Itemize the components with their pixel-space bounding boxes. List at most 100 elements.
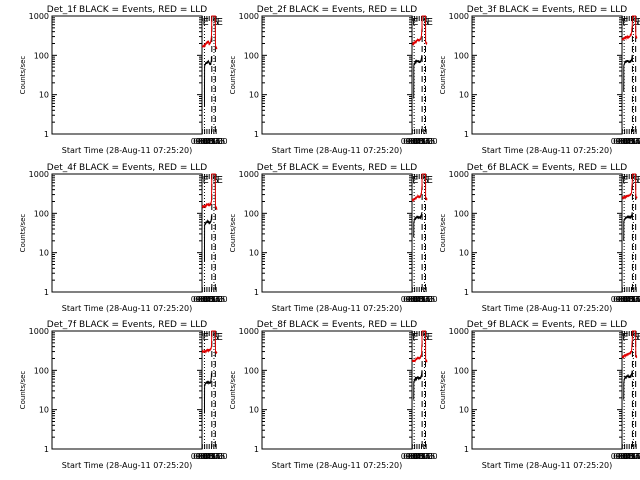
chart-title: Det_7f BLACK = Events, RED = LLD bbox=[47, 320, 207, 330]
y-tick-label: 1 bbox=[44, 288, 49, 297]
y-tick-label: 10 bbox=[249, 249, 259, 258]
y-axis-label: Counts/sec bbox=[19, 214, 27, 253]
x-tick-label: 08:00 bbox=[620, 452, 640, 461]
x-tick-label: 08:45 bbox=[193, 137, 216, 146]
marker-label-e: E bbox=[637, 332, 640, 343]
y-tick-label: 10 bbox=[459, 406, 469, 415]
y-tick-label: 10 bbox=[39, 406, 49, 415]
x-tick-label: 08:15 bbox=[408, 452, 431, 461]
x-tick-label: 07:30 bbox=[205, 137, 228, 146]
chart-panel: Det_6f BLACK = Events, RED = LLD 1 10 100 10… bbox=[439, 163, 640, 313]
lld-series-line bbox=[622, 173, 638, 201]
plot-frame bbox=[261, 173, 413, 293]
x-tick-label: 07:30 bbox=[625, 295, 640, 304]
x-tick-label: 09:00 bbox=[401, 452, 424, 461]
y-tick-label: 1000 bbox=[449, 12, 469, 21]
x-tick-label: 08:15 bbox=[198, 295, 221, 304]
y-tick-label: 1 bbox=[464, 445, 469, 454]
x-axis-label: Start Time (28-Aug-11 07:25:20) bbox=[272, 146, 403, 155]
plot-frame bbox=[51, 330, 203, 450]
marker-label-e: E bbox=[217, 175, 223, 186]
x-tick-label: 08:30 bbox=[615, 452, 638, 461]
x-axis-label: Start Time (28-Aug-11 07:25:20) bbox=[62, 461, 193, 470]
y-tick-label: 1 bbox=[254, 130, 259, 139]
events-series-line bbox=[623, 211, 633, 241]
chart-title: Det_4f BLACK = Events, RED = LLD bbox=[47, 163, 207, 173]
chart-panel: Det_2f BLACK = Events, RED = LLD 1 10 100 10… bbox=[229, 5, 438, 155]
chart-panel: Det_4f BLACK = Events, RED = LLD 1 10 100 10… bbox=[19, 163, 228, 313]
x-tick-label: 07:30 bbox=[415, 452, 438, 461]
x-axis-label: Start Time (28-Aug-11 07:25:20) bbox=[62, 304, 193, 313]
x-axis-label: Start Time (28-Aug-11 07:25:20) bbox=[62, 146, 193, 155]
chart-panel: Det_5f BLACK = Events, RED = LLD 1 10 100 10… bbox=[229, 163, 438, 313]
y-tick-label: 1 bbox=[254, 288, 259, 297]
marker-label-e: E bbox=[412, 175, 418, 186]
y-axis-label: Counts/sec bbox=[229, 371, 237, 410]
x-tick-label: 08:30 bbox=[195, 137, 218, 146]
plot-frame bbox=[471, 330, 623, 450]
chart-title: Det_6f BLACK = Events, RED = LLD bbox=[467, 163, 627, 173]
y-tick-label: 100 bbox=[244, 209, 259, 218]
x-tick-label: 08:30 bbox=[615, 137, 638, 146]
x-tick-label: 08:45 bbox=[403, 295, 426, 304]
y-tick-label: 1000 bbox=[449, 170, 469, 179]
x-tick-label: 07:45 bbox=[202, 137, 225, 146]
y-tick-label: 10 bbox=[249, 406, 259, 415]
y-tick-label: 1000 bbox=[239, 170, 259, 179]
plot-frame bbox=[261, 15, 413, 135]
x-tick-label: 07:45 bbox=[412, 452, 435, 461]
lld-series-line bbox=[621, 330, 638, 359]
x-tick-label: 08:30 bbox=[615, 295, 638, 304]
x-tick-label: 07:45 bbox=[622, 137, 640, 146]
y-axis-label: Counts/sec bbox=[229, 214, 237, 253]
x-axis-label: Start Time (28-Aug-11 07:25:20) bbox=[272, 461, 403, 470]
x-tick-label: 09:00 bbox=[611, 295, 634, 304]
x-tick-label: 08:30 bbox=[195, 452, 218, 461]
y-tick-label: 10 bbox=[249, 91, 259, 100]
x-tick-label: 08:45 bbox=[193, 295, 216, 304]
events-series-line bbox=[413, 370, 423, 400]
y-tick-label: 1000 bbox=[29, 170, 49, 179]
marker-label-e: E bbox=[427, 332, 433, 343]
marker-label-e: E bbox=[622, 17, 628, 28]
x-tick-label: 09:00 bbox=[191, 295, 214, 304]
x-tick-label: 08:30 bbox=[405, 295, 428, 304]
y-tick-label: 1000 bbox=[29, 12, 49, 21]
x-tick-label: 08:15 bbox=[408, 137, 431, 146]
chart-title: Det_1f BLACK = Events, RED = LLD bbox=[47, 5, 207, 15]
x-tick-label: 07:45 bbox=[202, 295, 225, 304]
y-tick-label: 1000 bbox=[29, 327, 49, 336]
events-series-line bbox=[413, 54, 423, 99]
lld-series-line bbox=[411, 330, 428, 363]
x-tick-label: 07:30 bbox=[415, 295, 438, 304]
x-tick-label: 09:00 bbox=[191, 137, 214, 146]
y-tick-label: 1 bbox=[254, 445, 259, 454]
y-tick-label: 1000 bbox=[239, 12, 259, 21]
marker-label-e: E bbox=[202, 175, 208, 186]
x-tick-label: 08:15 bbox=[618, 137, 640, 146]
x-tick-label: 08:45 bbox=[403, 137, 426, 146]
y-tick-label: 1000 bbox=[449, 327, 469, 336]
y-tick-label: 10 bbox=[39, 91, 49, 100]
chart-title: Det_5f BLACK = Events, RED = LLD bbox=[257, 163, 417, 173]
x-tick-label: 08:30 bbox=[195, 295, 218, 304]
x-tick-label: 09:00 bbox=[401, 137, 424, 146]
lld-series-line bbox=[411, 173, 428, 203]
x-tick-label: 07:45 bbox=[622, 452, 640, 461]
x-tick-label: 08:45 bbox=[403, 452, 426, 461]
x-tick-label: 09:00 bbox=[191, 452, 214, 461]
lld-series-line bbox=[411, 15, 428, 46]
events-series-line bbox=[204, 56, 212, 107]
y-axis-label: Counts/sec bbox=[229, 56, 237, 95]
x-tick-label: 08:45 bbox=[613, 295, 636, 304]
y-axis-label: Counts/sec bbox=[19, 371, 27, 410]
y-axis-label: Counts/sec bbox=[439, 371, 447, 410]
y-tick-label: 1 bbox=[464, 288, 469, 297]
chart-title: Det_3f BLACK = Events, RED = LLD bbox=[467, 5, 627, 15]
x-tick-label: 08:00 bbox=[410, 452, 433, 461]
x-tick-label: 08:00 bbox=[620, 295, 640, 304]
x-tick-label: 08:00 bbox=[200, 452, 223, 461]
x-tick-label: 08:45 bbox=[613, 452, 636, 461]
plot-frame bbox=[471, 15, 623, 135]
marker-label-e: E bbox=[217, 17, 223, 28]
